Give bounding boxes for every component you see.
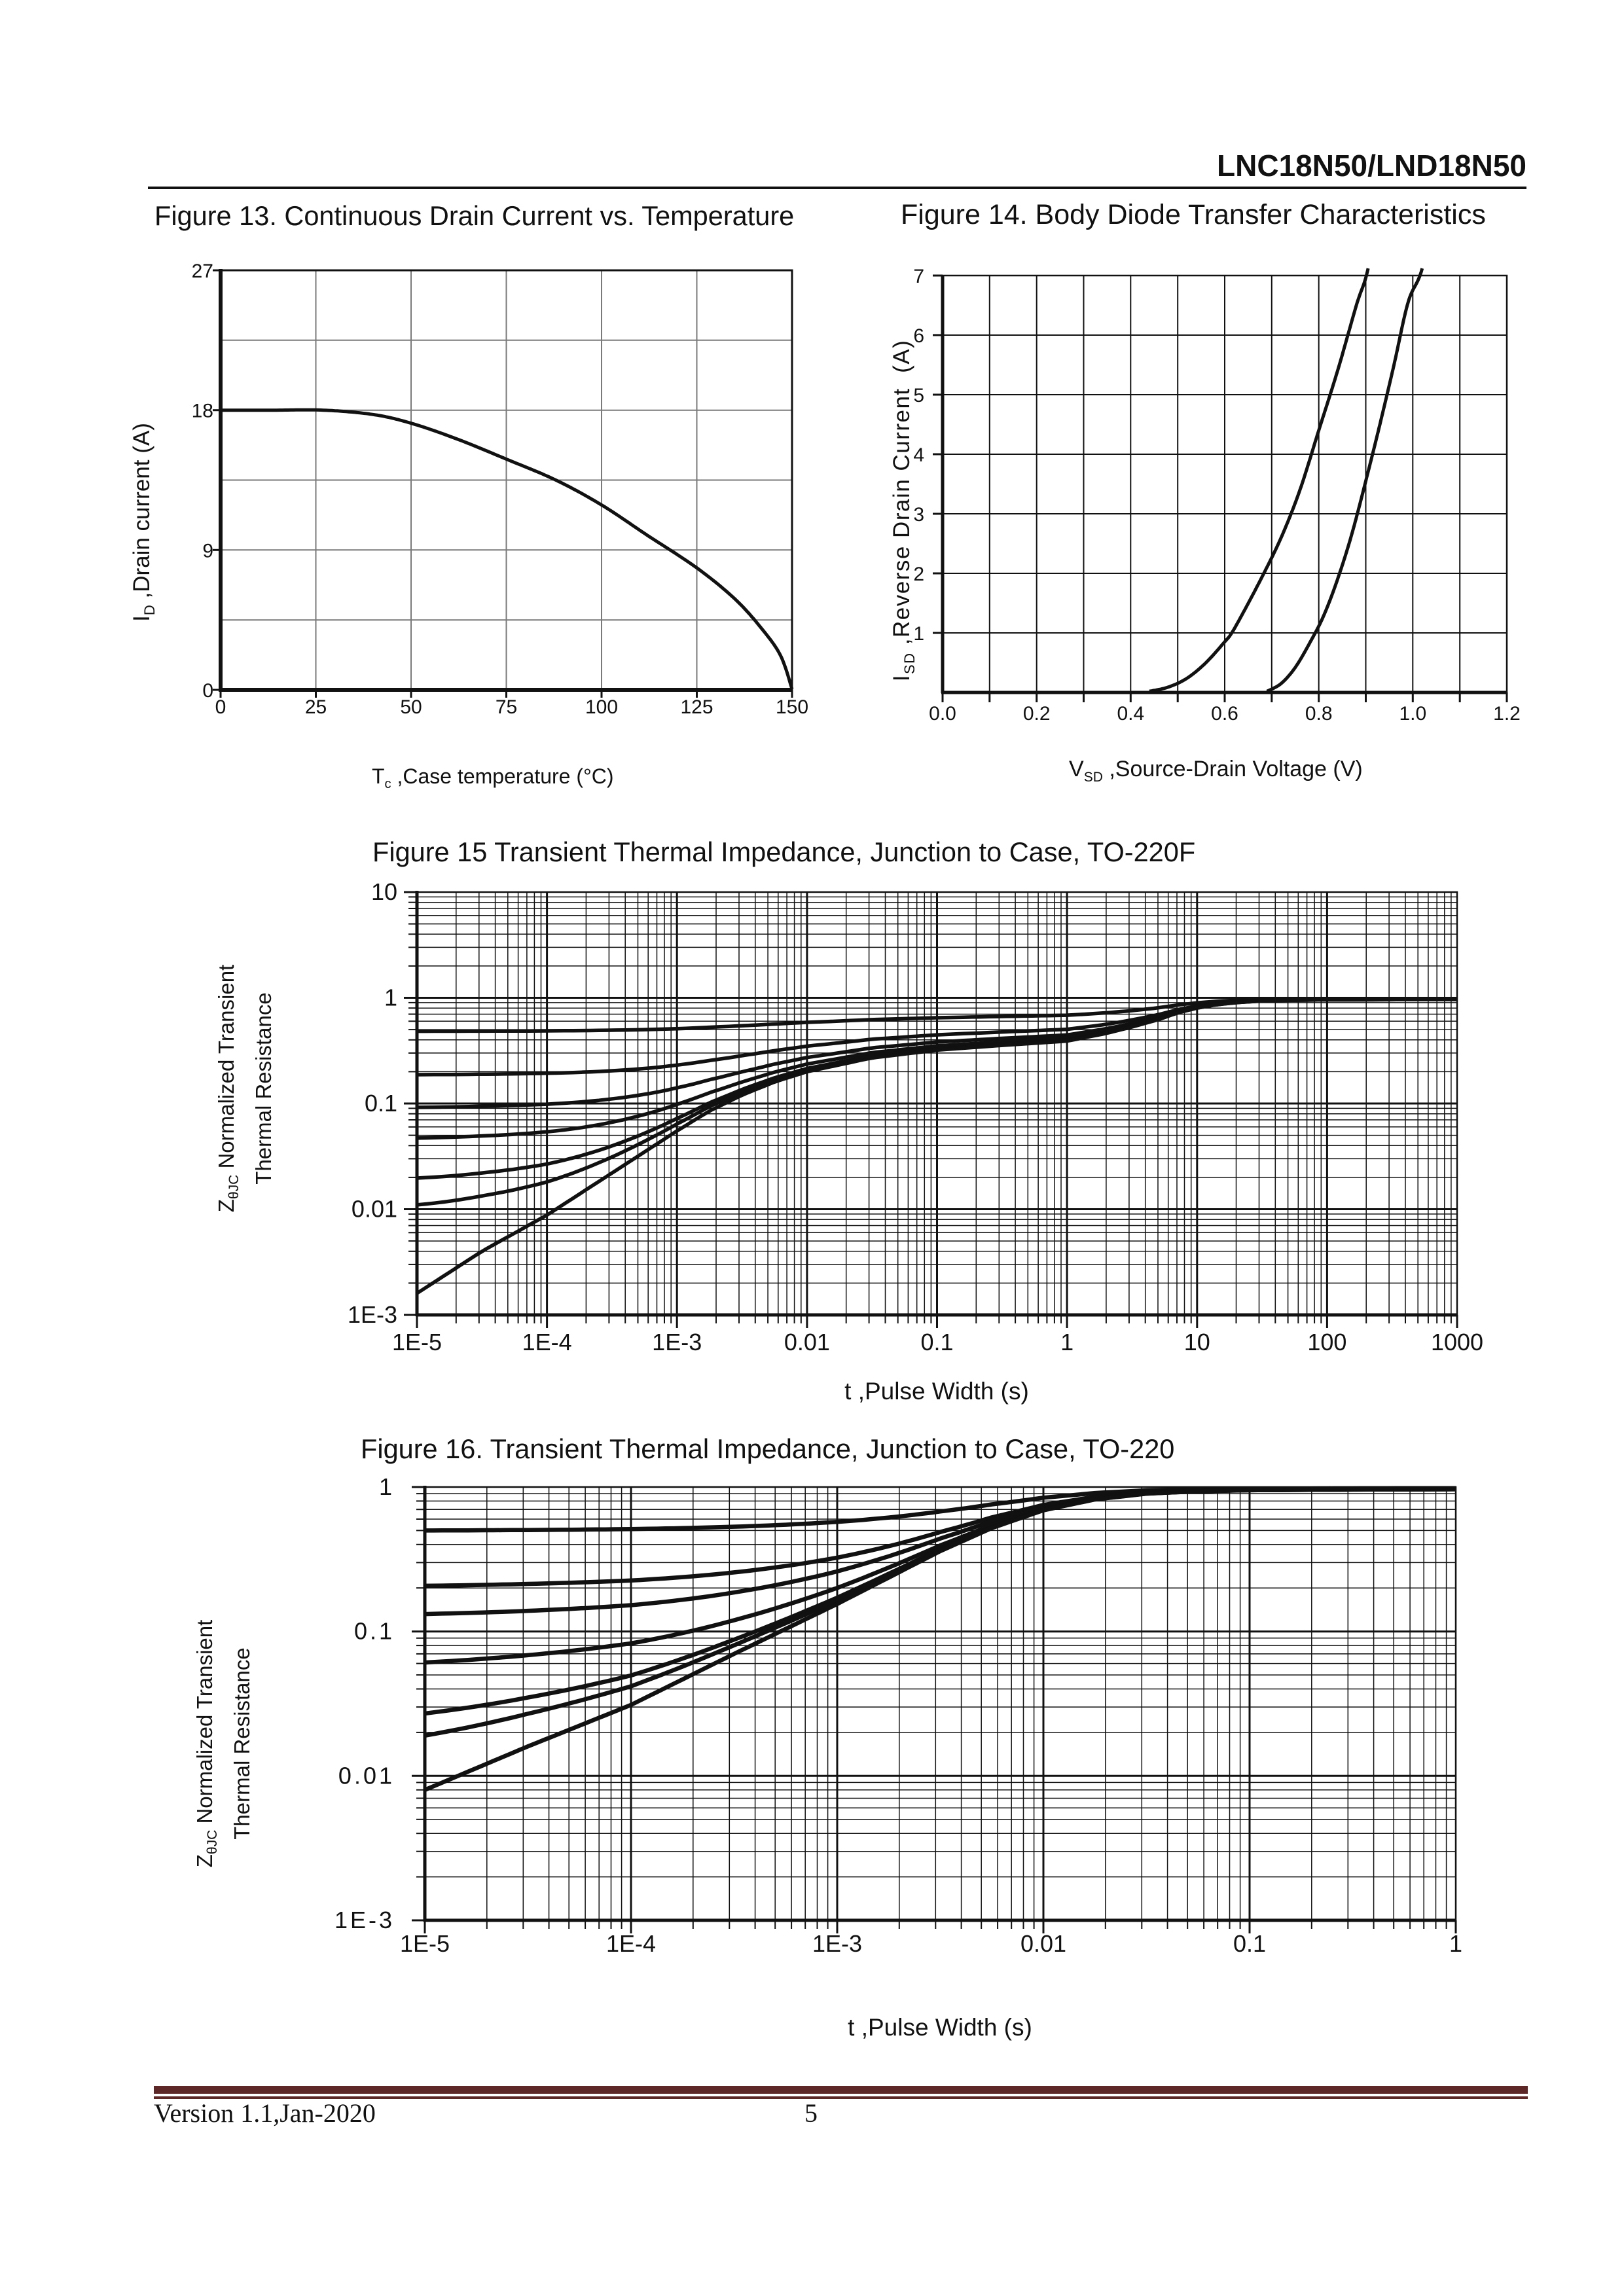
svg-text:0.1: 0.1 <box>920 1329 953 1355</box>
svg-text:100: 100 <box>1307 1329 1346 1355</box>
svg-text:75: 75 <box>496 696 517 718</box>
svg-text:0.1: 0.1 <box>1233 1930 1266 1957</box>
svg-text:0.01: 0.01 <box>352 1196 397 1223</box>
svg-text:100: 100 <box>585 696 618 718</box>
svg-text:ZθJC Normalized Transient: ZθJC Normalized Transient <box>214 965 242 1213</box>
svg-text:Tc ,Case temperature (°C): Tc ,Case temperature (°C) <box>372 764 614 791</box>
svg-text:1: 1 <box>384 984 397 1011</box>
svg-text:0.4: 0.4 <box>1117 703 1144 725</box>
svg-text:10: 10 <box>1184 1329 1210 1355</box>
svg-text:1E-3: 1E-3 <box>652 1329 702 1355</box>
svg-text:1E-5: 1E-5 <box>392 1329 442 1355</box>
svg-text:1.2: 1.2 <box>1493 703 1521 725</box>
svg-text:Thermal Resistance: Thermal Resistance <box>230 1647 254 1839</box>
svg-text:0.01: 0.01 <box>784 1329 830 1355</box>
svg-text:1: 1 <box>1060 1329 1074 1355</box>
svg-text:50: 50 <box>400 696 422 718</box>
svg-text:5: 5 <box>913 385 924 406</box>
svg-text:0.8: 0.8 <box>1305 703 1333 725</box>
svg-text:1E-3: 1E-3 <box>812 1930 862 1957</box>
svg-text:0.0: 0.0 <box>929 703 956 725</box>
svg-text:25: 25 <box>305 696 327 718</box>
svg-text:0.01: 0.01 <box>1020 1930 1066 1957</box>
svg-text:10: 10 <box>371 878 397 905</box>
svg-text:ID ,Drain current (A): ID ,Drain current (A) <box>129 423 158 622</box>
svg-text:1000: 1000 <box>1431 1329 1483 1355</box>
svg-text:18: 18 <box>192 401 213 422</box>
svg-text:1: 1 <box>913 623 924 645</box>
svg-text:2: 2 <box>913 564 924 585</box>
svg-text:0: 0 <box>215 696 226 718</box>
svg-text:0.1: 0.1 <box>365 1090 397 1117</box>
svg-text:1E-4: 1E-4 <box>606 1930 656 1957</box>
svg-text:0: 0 <box>202 680 213 702</box>
svg-text:0.2: 0.2 <box>1023 703 1051 725</box>
svg-text:t ,Pulse Width (s): t ,Pulse Width (s) <box>844 1378 1029 1405</box>
svg-text:1: 1 <box>1449 1930 1462 1957</box>
svg-text:t ,Pulse Width (s): t ,Pulse Width (s) <box>848 2014 1032 2041</box>
svg-text:ZθJC Normalized Transient: ZθJC Normalized Transient <box>192 1620 220 1868</box>
svg-text:125: 125 <box>680 696 713 718</box>
svg-text:3: 3 <box>913 504 924 526</box>
svg-text:1E-3: 1E-3 <box>334 1907 395 1933</box>
svg-text:0.01: 0.01 <box>338 1762 395 1789</box>
svg-text:Thermal Resistance: Thermal Resistance <box>251 992 276 1184</box>
svg-text:0.1: 0.1 <box>354 1618 395 1645</box>
svg-text:150: 150 <box>776 696 808 718</box>
svg-text:6: 6 <box>913 325 924 347</box>
svg-text:1E-5: 1E-5 <box>400 1930 450 1957</box>
svg-text:VSD ,Source-Drain Voltage (V): VSD ,Source-Drain Voltage (V) <box>1069 757 1363 785</box>
svg-text:1: 1 <box>379 1473 395 1500</box>
svg-text:1E-3: 1E-3 <box>348 1301 397 1328</box>
svg-text:1E-4: 1E-4 <box>522 1329 572 1355</box>
svg-text:1.0: 1.0 <box>1399 703 1426 725</box>
svg-text:7: 7 <box>913 266 924 287</box>
svg-text:0.6: 0.6 <box>1211 703 1238 725</box>
svg-text:9: 9 <box>202 540 213 562</box>
svg-text:4: 4 <box>913 444 924 466</box>
svg-text:27: 27 <box>192 260 213 282</box>
svg-text:ISD ,Reverse Drain Current (A: ISD ,Reverse Drain Current (A) <box>889 340 918 681</box>
